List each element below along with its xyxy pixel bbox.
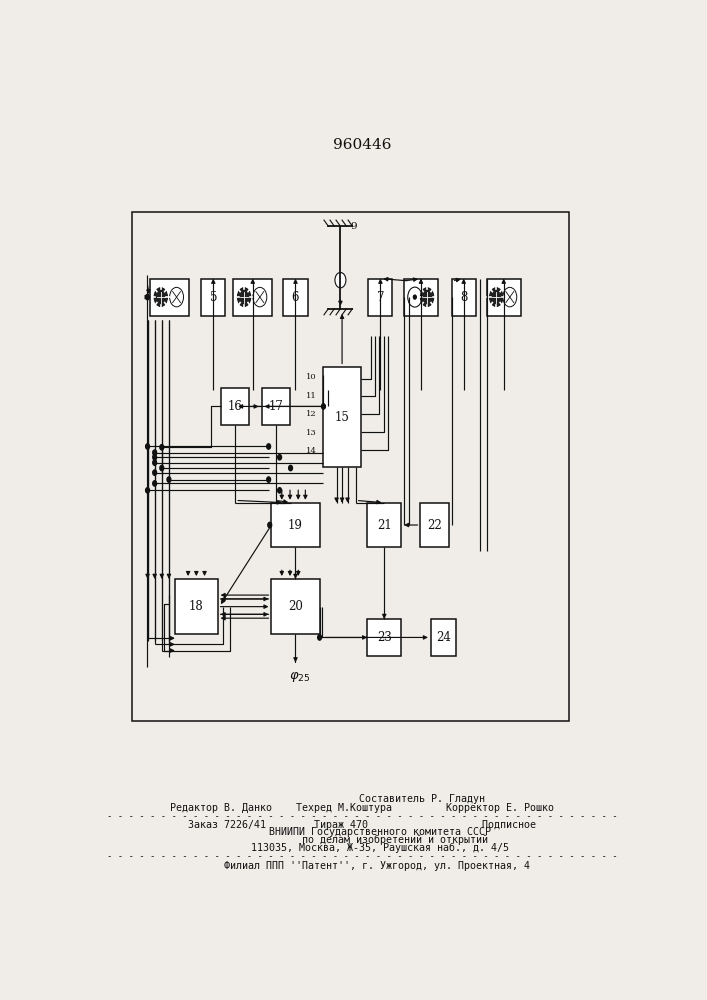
Bar	[221, 388, 250, 425]
Bar	[404, 279, 438, 316]
Bar	[201, 279, 226, 316]
Circle shape	[278, 488, 281, 493]
Text: - - - - - - - - - - - - - - - - - - - - - - - - - - - - - - - - - - - - - - - - : - - - - - - - - - - - - - - - - - - - - …	[107, 852, 618, 861]
Text: 23: 23	[377, 631, 392, 644]
Bar	[368, 279, 392, 316]
Text: 18: 18	[189, 600, 204, 613]
Text: 16: 16	[228, 400, 243, 413]
Circle shape	[503, 287, 517, 307]
Circle shape	[167, 477, 171, 482]
Bar	[323, 367, 361, 467]
Circle shape	[268, 522, 271, 528]
Bar	[132, 212, 569, 721]
Circle shape	[153, 470, 156, 475]
Bar	[367, 619, 402, 656]
Text: 5: 5	[209, 291, 217, 304]
Bar	[175, 579, 218, 634]
Circle shape	[153, 460, 156, 465]
Bar	[367, 503, 402, 547]
Text: $\varphi_{25}$: $\varphi_{25}$	[289, 670, 310, 684]
Text: по делам изобретений и открытий: по делам изобретений и открытий	[236, 835, 489, 845]
Circle shape	[153, 455, 156, 460]
Circle shape	[288, 465, 293, 471]
Bar	[271, 503, 320, 547]
Circle shape	[146, 488, 149, 493]
Text: ВНИИПИ Государственного комитета СССР: ВНИИПИ Государственного комитета СССР	[233, 827, 491, 837]
Circle shape	[153, 450, 156, 455]
Text: 21: 21	[377, 519, 392, 532]
Circle shape	[170, 287, 184, 307]
Bar	[271, 579, 320, 634]
Text: 6: 6	[292, 291, 299, 304]
Circle shape	[278, 455, 281, 460]
Circle shape	[335, 272, 346, 288]
Circle shape	[421, 288, 434, 307]
Text: 13: 13	[306, 429, 317, 437]
Circle shape	[238, 288, 251, 307]
Bar	[452, 279, 476, 316]
Circle shape	[414, 295, 416, 299]
Circle shape	[253, 287, 267, 307]
Circle shape	[408, 287, 422, 307]
Bar	[486, 279, 520, 316]
Text: 12: 12	[306, 410, 317, 418]
Text: 14: 14	[306, 447, 317, 455]
Text: 960446: 960446	[333, 138, 392, 152]
Circle shape	[160, 445, 164, 450]
Text: Филиал ППП ''Патент'', г. Ужгород, ул. Проектная, 4: Филиал ППП ''Патент'', г. Ужгород, ул. П…	[194, 861, 530, 871]
Circle shape	[267, 477, 271, 482]
Text: 15: 15	[334, 411, 349, 424]
Circle shape	[154, 288, 168, 307]
Bar	[150, 279, 189, 316]
Circle shape	[146, 294, 149, 300]
Text: Составитель Р. Гладун: Составитель Р. Гладун	[240, 794, 485, 804]
Text: 20: 20	[288, 600, 303, 613]
Bar	[431, 619, 456, 656]
Circle shape	[153, 481, 156, 486]
Text: 19: 19	[288, 519, 303, 532]
Text: 9: 9	[350, 222, 357, 231]
Circle shape	[489, 288, 503, 307]
Circle shape	[317, 635, 322, 640]
Text: Заказ 7226/41        Тираж 470                   Подписное: Заказ 7226/41 Тираж 470 Подписное	[188, 820, 537, 830]
Text: 7: 7	[377, 291, 384, 304]
Bar	[421, 503, 449, 547]
Text: 22: 22	[427, 519, 442, 532]
Text: - - - - - - - - - - - - - - - - - - - - - - - - - - - - - - - - - - - - - - - - : - - - - - - - - - - - - - - - - - - - - …	[107, 812, 618, 821]
Circle shape	[160, 465, 164, 471]
Bar	[262, 388, 290, 425]
Bar	[233, 279, 272, 316]
Bar	[284, 279, 308, 316]
Circle shape	[146, 444, 149, 449]
Text: Редактор В. Данко    Техред М.Коштура         Корректор Е. Рошко: Редактор В. Данко Техред М.Коштура Корре…	[170, 803, 554, 813]
Text: 24: 24	[436, 631, 451, 644]
Text: 10: 10	[306, 373, 317, 381]
Circle shape	[267, 444, 271, 449]
Text: 11: 11	[306, 392, 317, 400]
Text: 17: 17	[269, 400, 284, 413]
Text: 8: 8	[460, 291, 467, 304]
Text: 113035, Москва, Ж-35, Раушская наб., д. 4/5: 113035, Москва, Ж-35, Раушская наб., д. …	[216, 843, 509, 853]
Circle shape	[322, 404, 325, 409]
